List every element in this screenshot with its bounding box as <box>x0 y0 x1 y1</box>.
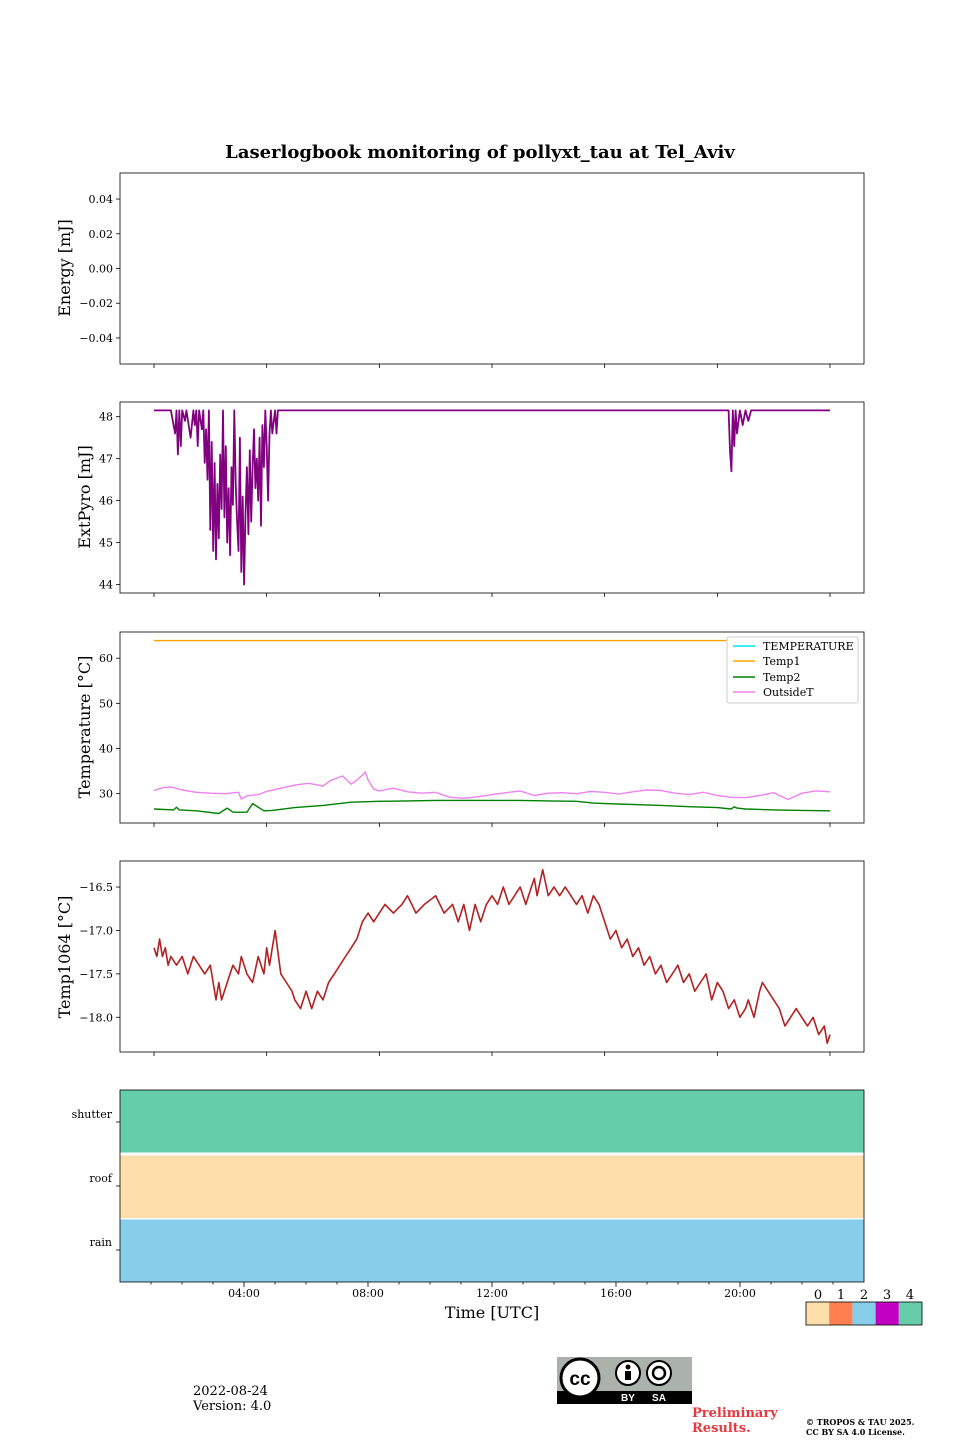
y-tick-label: 47 <box>99 453 113 466</box>
y-tick-label: −0.04 <box>79 332 113 345</box>
extpyro-y-label: ExtPyro [mJ] <box>75 445 94 548</box>
date-label: 2022-08-24 <box>193 1384 268 1399</box>
copyright-note: © TROPOS & TAU 2025. CC BY SA 4.0 Licens… <box>806 1417 914 1437</box>
y-tick-label: 0.00 <box>89 263 114 276</box>
energy-y-ticks: −0.04 −0.02 0.00 0.02 0.04 <box>79 193 120 345</box>
cc-license-badge: cc BY SA <box>557 1357 692 1404</box>
y-tick-label: 45 <box>99 537 113 550</box>
version-label: Version: 4.0 <box>193 1399 272 1414</box>
temp1064-series-line <box>153 868 831 1045</box>
status-row-rain <box>120 1219 864 1282</box>
colorbar-tick-label: 1 <box>837 1288 845 1303</box>
energy-y-label: Energy [mJ] <box>55 219 74 317</box>
series-line-temp2 <box>153 799 831 815</box>
series-line-outsidet <box>153 771 831 801</box>
x-tick-label: 08:00 <box>352 1287 384 1300</box>
colorbar-cell-4 <box>898 1302 922 1325</box>
colorbar-cell-1 <box>829 1302 853 1325</box>
legend-label-temp1: Temp1 <box>763 655 800 668</box>
y-tick-label: −0.02 <box>79 297 113 310</box>
status-panel: shutter roof rain 04:00 08:00 12:00 16:00 20:0… <box>72 1089 865 1322</box>
y-tick-label: 0.02 <box>89 228 114 241</box>
status-row-label: rain <box>90 1236 112 1249</box>
preliminary-results-note: Preliminary Results. <box>692 1406 778 1436</box>
extpyro-plot-area <box>154 409 830 586</box>
status-rows <box>120 1090 864 1282</box>
copyright-line-1: © TROPOS & TAU 2025. <box>806 1417 915 1427</box>
energy-panel: −0.04 −0.02 0.00 0.02 0.04 Energy [mJ] <box>55 172 865 368</box>
colorbar-tick-label: 2 <box>860 1288 868 1303</box>
figure-title: Laserlogbook monitoring of pollyxt_tau a… <box>225 142 735 163</box>
y-tick-label: 30 <box>99 788 113 801</box>
legend-label-temperature: TEMPERATURE <box>763 640 854 653</box>
colorbar-tick-label: 4 <box>906 1288 914 1303</box>
temp1064-plot-area <box>153 868 831 1045</box>
status-row-shutter <box>120 1090 864 1153</box>
x-tick-label: 12:00 <box>476 1287 508 1300</box>
extpyro-x-ticks <box>153 593 831 597</box>
footer-date-version: 2022-08-24 Version: 4.0 <box>193 1384 271 1414</box>
x-tick-label: 20:00 <box>724 1287 756 1300</box>
y-tick-label: 40 <box>99 742 113 755</box>
temp1064-y-label: Temp1064 [°C] <box>55 896 74 1019</box>
status-row-label: shutter <box>72 1108 113 1121</box>
y-tick-label: −18.0 <box>79 1011 113 1024</box>
y-tick-label: −17.5 <box>79 968 113 981</box>
y-tick-label: 50 <box>99 697 113 710</box>
x-tick-label: 16:00 <box>600 1287 632 1300</box>
temperature-y-label: Temperature [°C] <box>75 656 94 799</box>
copyright-line-2: CC BY SA 4.0 License. <box>806 1427 905 1437</box>
colorbar-cell-0 <box>806 1302 830 1325</box>
colorbar-cell-3 <box>875 1302 899 1325</box>
y-tick-label: 46 <box>99 495 113 508</box>
y-tick-label: 48 <box>99 411 113 424</box>
y-tick-label: 0.04 <box>89 193 114 206</box>
colorbar-cell-2 <box>852 1302 876 1325</box>
temp1064-panel: −18.0 −17.5 −17.0 −16.5 Temp1064 [°C] <box>55 860 865 1056</box>
y-tick-label: −16.5 <box>79 881 113 894</box>
status-row-roof <box>120 1155 864 1218</box>
cc-icon: cc <box>569 1369 591 1390</box>
extpyro-series-line <box>154 409 830 586</box>
extpyro-panel: 44 45 46 47 48 ExtPyro [mJ] <box>75 401 865 597</box>
y-tick-label: 60 <box>99 652 113 665</box>
temperature-x-ticks <box>153 823 831 827</box>
x-axis-label: Time [UTC] <box>445 1303 539 1322</box>
status-row-label: roof <box>89 1172 113 1185</box>
energy-x-ticks <box>153 364 831 368</box>
sa-icon <box>646 1360 672 1386</box>
status-x-ticks: 04:00 08:00 12:00 16:00 20:00 <box>150 1282 834 1300</box>
temperature-panel: 30 40 50 60 Temperature [°C] TEMPERATURE Te… <box>75 631 865 827</box>
legend-label-outsidet: OutsideT <box>763 686 814 699</box>
x-tick-label: 04:00 <box>228 1287 260 1300</box>
temp1064-y-ticks: −18.0 −17.5 −17.0 −16.5 <box>79 881 120 1024</box>
temperature-legend: TEMPERATURE Temp1 Temp2 OutsideT <box>726 636 859 704</box>
status-row-labels: shutter roof rain <box>72 1108 120 1251</box>
temperature-plot-area <box>153 639 831 815</box>
legend-label-temp2: Temp2 <box>763 671 800 684</box>
cc-by-label: BY <box>621 1393 635 1404</box>
cc-sa-label: SA <box>652 1393 666 1404</box>
y-tick-label: −17.0 <box>79 924 113 937</box>
y-tick-label: 44 <box>99 579 113 592</box>
temperature-y-ticks: 30 40 50 60 <box>99 652 120 801</box>
temp1064-x-ticks <box>153 1052 831 1056</box>
extpyro-y-ticks: 44 45 46 47 48 <box>99 411 120 592</box>
colorbar-tick-label: 0 <box>814 1288 822 1303</box>
colorbar-tick-label: 3 <box>883 1288 891 1303</box>
